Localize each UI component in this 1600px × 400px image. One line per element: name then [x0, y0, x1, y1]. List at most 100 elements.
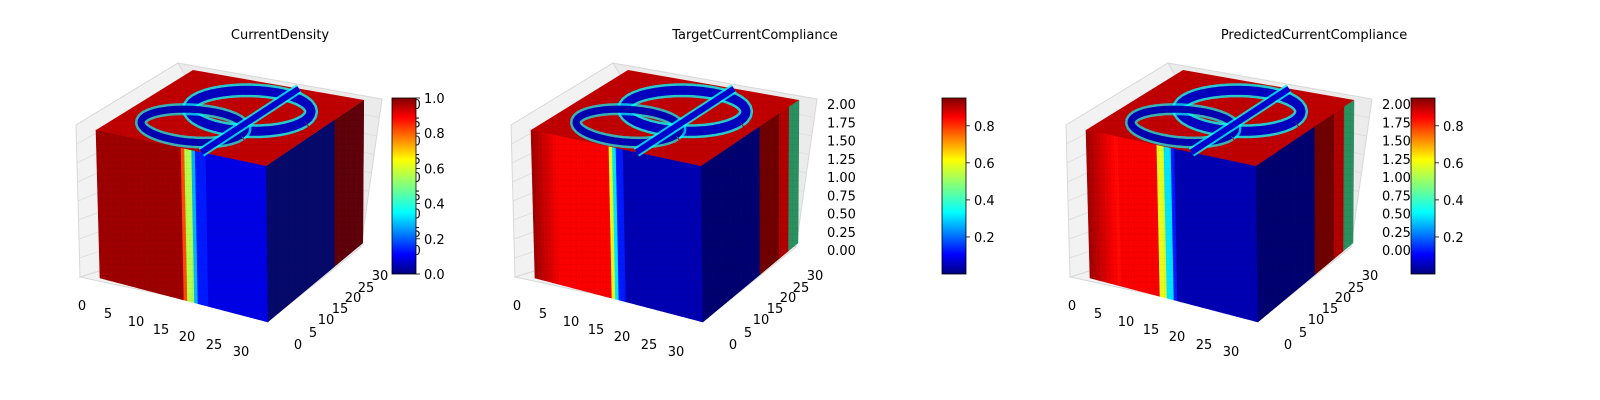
y-tick-label: 5 — [309, 326, 317, 341]
right-face-texture — [1256, 100, 1354, 322]
z-axis-ticks: 0.00 0.25 0.50 0.75 1.00 1.25 1.50 1.75 2.00 — [827, 98, 856, 259]
chart-title: CurrentDensity — [231, 28, 330, 43]
z-tick-label: 0.50 — [1382, 208, 1411, 223]
x-tick-label: 10 — [1118, 315, 1135, 330]
colorbar-tick-label: 0.4 — [424, 198, 445, 213]
x-tick-label: 20 — [179, 330, 196, 345]
x-tick-label: 15 — [153, 323, 170, 338]
y-tick-label: 20 — [780, 291, 797, 306]
voxel-cube — [530, 70, 800, 323]
y-tick-label: 0 — [729, 338, 737, 353]
colorbar-tick-label: 0.2 — [424, 233, 445, 248]
z-tick-label: 0.50 — [827, 208, 856, 223]
y-tick-label: 5 — [744, 326, 752, 341]
z-tick-label: 1.00 — [1382, 171, 1411, 186]
x-tick-label: 10 — [128, 315, 145, 330]
z-tick-label: 1.00 — [827, 171, 856, 186]
x-tick-label: 30 — [1223, 345, 1240, 360]
y-tick-label: 20 — [345, 291, 362, 306]
x-tick-label: 15 — [1143, 323, 1160, 338]
x-axis-ticks: 0 5 10 15 20 25 30 — [78, 299, 249, 360]
y-tick-label: 20 — [1335, 291, 1352, 306]
chart-title: TargetCurrentCompliance — [671, 28, 838, 43]
x-tick-label: 25 — [1196, 338, 1213, 353]
y-tick-label: 25 — [358, 281, 375, 296]
colorbar-gradient — [941, 97, 967, 275]
x-tick-label: 0 — [513, 299, 521, 314]
x-tick-label: 0 — [78, 299, 86, 314]
top-face-texture — [531, 70, 799, 166]
top-face-texture — [1086, 70, 1354, 166]
colorbar-tick-label: 0.2 — [1443, 231, 1464, 246]
z-tick-label: 1.50 — [827, 135, 856, 150]
colorbar-tick-label: 0.0 — [424, 268, 445, 283]
right-face-texture — [701, 100, 799, 322]
voxel-cube — [1085, 70, 1355, 323]
colorbar-tick-label: 0.2 — [974, 231, 995, 246]
x-tick-label: 15 — [588, 323, 605, 338]
y-tick-label: 15 — [767, 302, 784, 317]
x-tick-label: 10 — [563, 315, 580, 330]
z-tick-label: 1.75 — [827, 116, 856, 131]
z-tick-label: 1.25 — [827, 153, 856, 168]
colorbar-tick-label: 0.6 — [424, 162, 445, 177]
z-tick-label: 2.00 — [1382, 98, 1411, 113]
z-tick-label: 1.25 — [1382, 153, 1411, 168]
x-tick-label: 30 — [668, 345, 685, 360]
colorbar-tick-label: 0.6 — [974, 157, 995, 172]
y-tick-label: 10 — [753, 313, 770, 328]
y-tick-label: 30 — [372, 269, 389, 284]
y-tick-label: 25 — [1348, 281, 1365, 296]
z-tick-label: 1.50 — [1382, 135, 1411, 150]
x-axis-ticks: 0 5 10 15 20 25 30 — [1068, 299, 1239, 360]
y-tick-label: 30 — [807, 269, 824, 284]
z-tick-label: 2.00 — [827, 98, 856, 113]
x-tick-label: 5 — [1094, 307, 1102, 322]
x-tick-label: 5 — [539, 307, 547, 322]
colorbar-tick-label: 0.8 — [1443, 120, 1464, 135]
right-face-texture — [266, 100, 364, 322]
x-tick-label: 5 — [104, 307, 112, 322]
colorbar: 0.2 0.4 0.6 0.8 — [941, 97, 995, 275]
front-face-texture — [1086, 130, 1258, 322]
z-tick-label: 0.25 — [1382, 226, 1411, 241]
colorbar-tick-label: 1.0 — [424, 92, 445, 107]
y-tick-label: 5 — [1299, 326, 1307, 341]
front-face-texture — [531, 130, 703, 322]
z-tick-label: 0.00 — [827, 244, 856, 259]
z-axis-ticks: 0.00 0.25 0.50 0.75 1.00 1.25 1.50 1.75 2.00 — [1382, 98, 1411, 259]
colorbar-tick-label: 0.8 — [974, 120, 995, 135]
x-tick-label: 0 — [1068, 299, 1076, 314]
top-face-texture — [96, 70, 364, 166]
z-tick-label: 0.00 — [1382, 244, 1411, 259]
colorbar-tick-label: 0.6 — [1443, 157, 1464, 172]
x-tick-label: 25 — [641, 338, 658, 353]
y-tick-label: 10 — [318, 313, 335, 328]
colorbar-tick-label: 0.4 — [1443, 194, 1464, 209]
y-tick-label: 10 — [1308, 313, 1325, 328]
y-tick-label: 25 — [793, 281, 810, 296]
chart-title: PredictedCurrentCompliance — [1221, 28, 1407, 43]
z-tick-label: 1.75 — [1382, 116, 1411, 131]
colorbar-gradient — [1410, 97, 1436, 275]
y-tick-label: 0 — [294, 338, 302, 353]
x-axis-ticks: 0 5 10 15 20 25 30 — [513, 299, 684, 360]
y-tick-label: 0 — [1284, 338, 1292, 353]
colorbar-tick-label: 0.4 — [974, 194, 995, 209]
y-tick-label: 30 — [1362, 269, 1379, 284]
z-tick-label: 0.75 — [1382, 189, 1411, 204]
colorbar-tick-label: 0.8 — [424, 127, 445, 142]
x-tick-label: 20 — [1169, 330, 1186, 345]
x-tick-label: 20 — [614, 330, 631, 345]
x-tick-label: 30 — [233, 345, 250, 360]
front-face-texture — [96, 130, 268, 322]
z-tick-label: 0.25 — [827, 226, 856, 241]
colorbar: 0.2 0.4 0.6 0.8 — [1410, 97, 1464, 275]
